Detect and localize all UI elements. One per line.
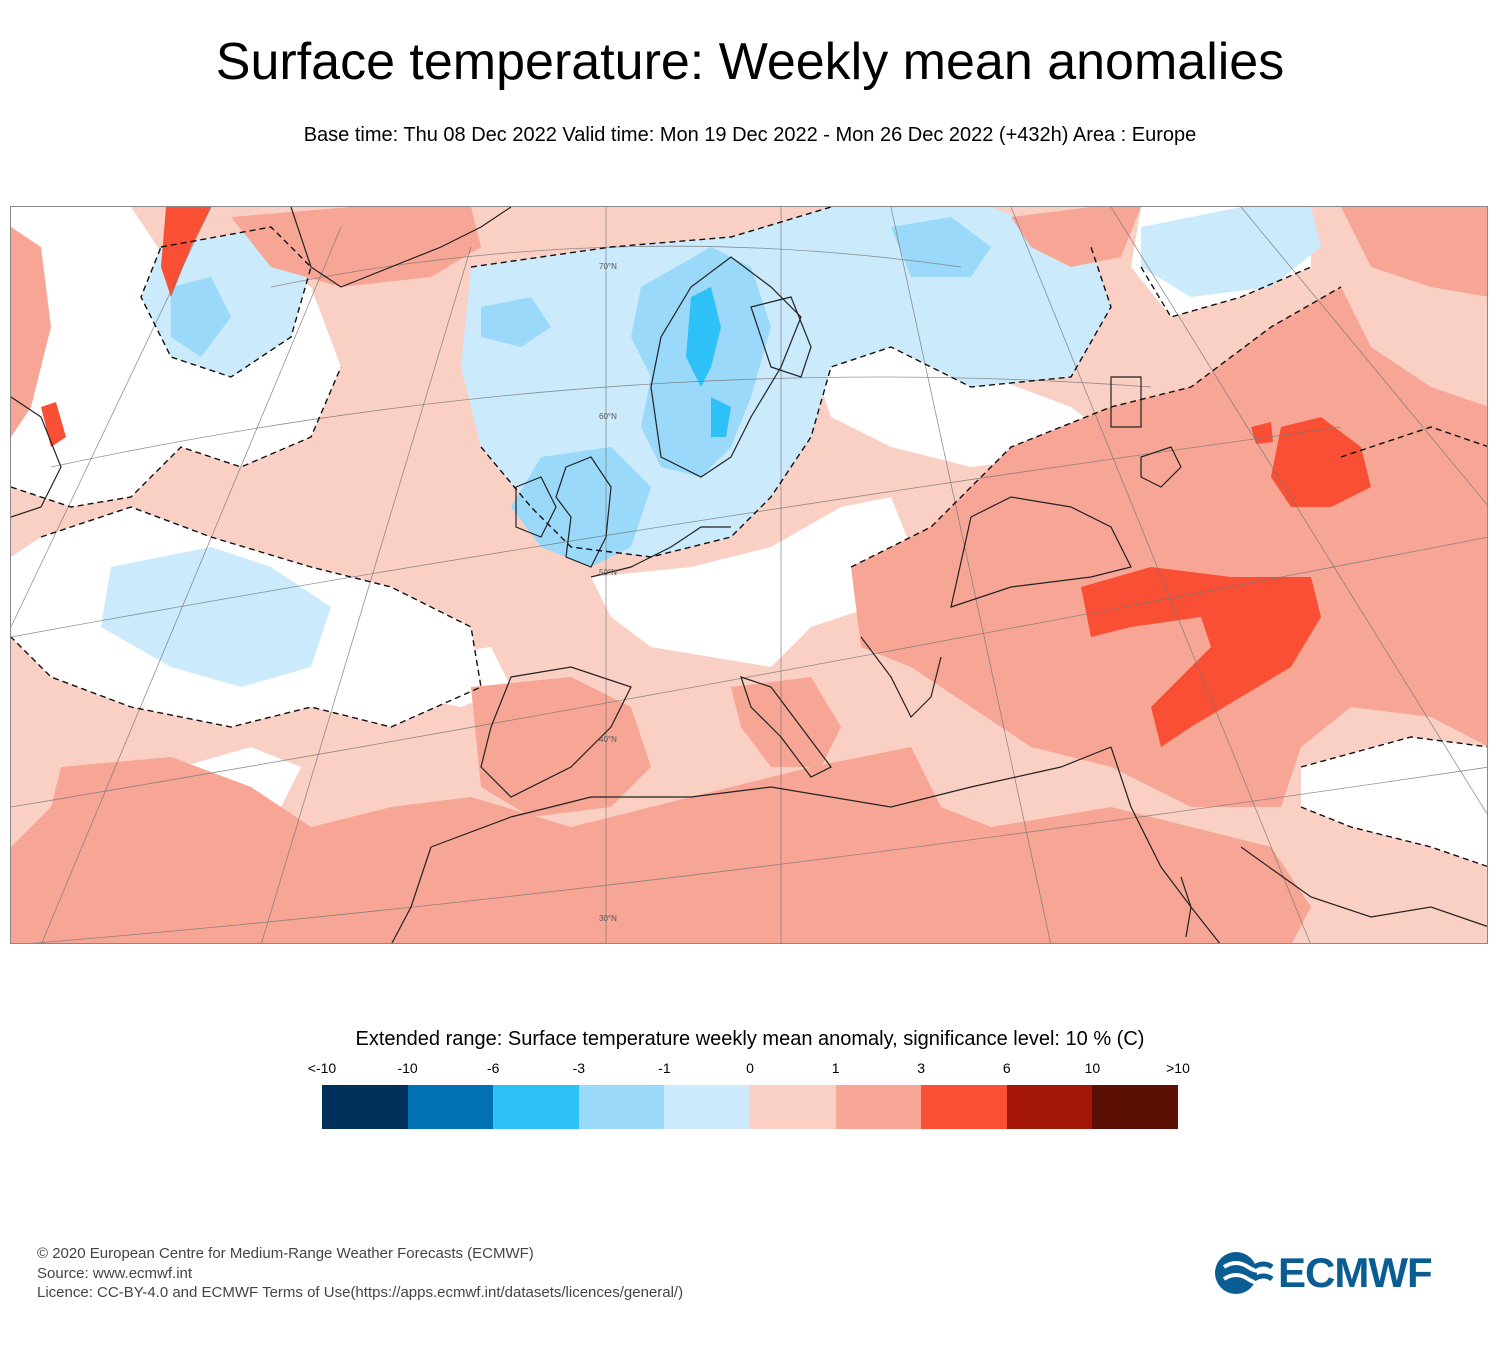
footer-credits: © 2020 European Centre for Medium-Range … bbox=[37, 1244, 683, 1303]
anomaly-map-canvas: 70°N 60°N 50°N 40°N 30°N bbox=[11, 207, 1487, 943]
legend-swatch bbox=[664, 1085, 750, 1129]
legend-label: -1 bbox=[658, 1060, 671, 1076]
licence-text: Licence: CC-BY-4.0 and ECMWF Terms of Us… bbox=[37, 1284, 684, 1301]
anomaly-map[interactable]: 70°N 60°N 50°N 40°N 30°N bbox=[10, 206, 1488, 944]
legend-label: 0 bbox=[746, 1060, 754, 1076]
legend-swatch bbox=[835, 1085, 922, 1129]
legend-swatch bbox=[407, 1085, 494, 1129]
strong-warm-regions bbox=[41, 207, 1371, 747]
legend-colorbar bbox=[322, 1085, 1178, 1129]
legend-label: -10 bbox=[397, 1060, 418, 1076]
copyright-text: © 2020 European Centre for Medium-Range … bbox=[37, 1245, 534, 1262]
ecmwf-logo-text: ECMWF bbox=[1278, 1249, 1433, 1296]
legend-label: 10 bbox=[1084, 1060, 1101, 1076]
coastlines bbox=[11, 207, 1487, 943]
ecmwf-logo: ECMWF bbox=[1214, 1249, 1464, 1296]
legend-labels: <-10 -10 -6 -3 -1 0 1 3 6 10 >10 bbox=[308, 1060, 1190, 1080]
significance-contours bbox=[11, 207, 1487, 868]
lat-label-30: 30°N bbox=[599, 914, 617, 923]
page-subtitle: Base time: Thu 08 Dec 2022 Valid time: M… bbox=[303, 124, 1197, 146]
legend-swatch bbox=[1006, 1085, 1093, 1129]
warm-regions bbox=[11, 207, 1487, 943]
legend-swatch bbox=[1092, 1085, 1178, 1129]
graticule-meridians bbox=[11, 207, 1487, 943]
legend-swatch bbox=[578, 1085, 665, 1129]
legend-title: Extended range: Surface temperature week… bbox=[355, 1028, 1145, 1050]
legend-label: 3 bbox=[917, 1060, 926, 1076]
page-title: Surface temperature: Weekly mean anomali… bbox=[215, 33, 1285, 91]
legend-label: 6 bbox=[1002, 1060, 1011, 1076]
legend-swatch bbox=[749, 1085, 836, 1129]
legend-swatch bbox=[921, 1085, 1007, 1129]
ecmwf-logo-icon bbox=[1215, 1252, 1274, 1294]
legend-label: >10 bbox=[1166, 1060, 1190, 1076]
legend-label: -6 bbox=[486, 1060, 500, 1076]
legend-label: <-10 bbox=[307, 1060, 337, 1076]
lat-label-60: 60°N bbox=[599, 412, 617, 421]
source-text: Source: www.ecmwf.int bbox=[37, 1264, 193, 1282]
latitude-labels: 70°N 60°N 50°N 40°N 30°N bbox=[599, 262, 617, 923]
strong-cold-spots bbox=[686, 287, 731, 437]
legend-swatch bbox=[322, 1085, 408, 1129]
lat-label-70: 70°N bbox=[599, 262, 617, 271]
legend-swatch bbox=[493, 1085, 579, 1129]
legend-label: -3 bbox=[572, 1060, 586, 1076]
lat-label-50: 50°N bbox=[599, 568, 617, 577]
lat-label-40: 40°N bbox=[599, 735, 617, 744]
legend-label: 1 bbox=[831, 1060, 840, 1076]
